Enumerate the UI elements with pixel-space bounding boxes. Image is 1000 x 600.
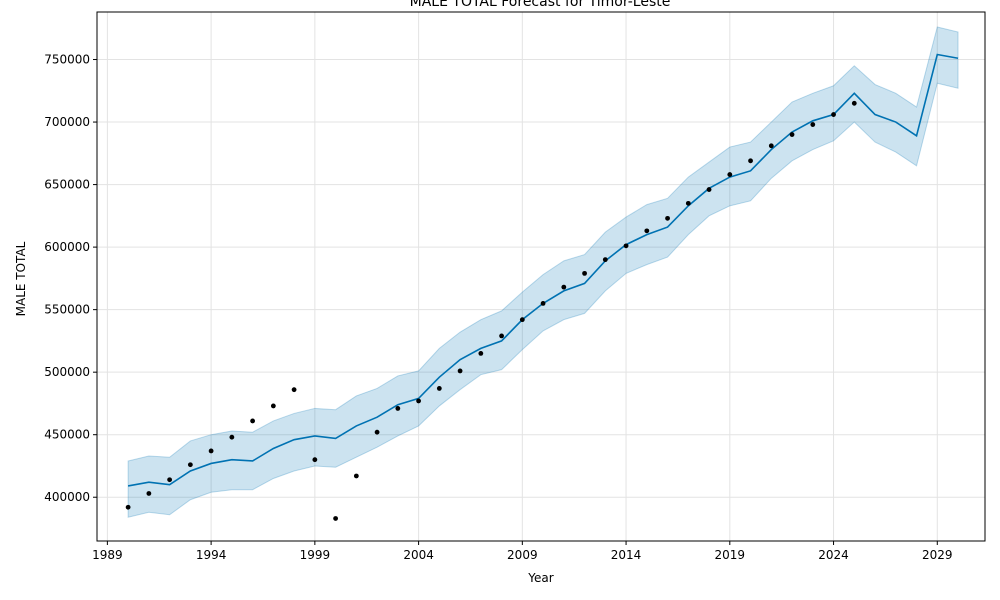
x-tick-label-1994: 1994 — [196, 548, 227, 562]
observed-point-1990 — [125, 504, 131, 510]
y-axis-ticks: 400000 450000 500000 550000 600000 650000 7000… — [44, 53, 97, 504]
x-axis-ticks: 1989 1994 1999 2004 2009 2014 2019 2024 2029 — [92, 541, 953, 562]
y-tick-label-600000: 600000 — [44, 240, 90, 254]
observed-point-2004 — [416, 398, 421, 404]
x-tick-label-2009: 2009 — [507, 548, 538, 562]
observed-point-2014 — [623, 243, 629, 249]
observed-point-2012 — [582, 270, 587, 276]
observed-point-1999 — [312, 457, 318, 463]
x-tick-label-1989: 1989 — [92, 548, 123, 562]
observed-point-2002 — [374, 429, 380, 435]
observed-point-2016 — [665, 215, 670, 221]
y-tick-label-550000: 550000 — [44, 303, 90, 317]
observed-point-1995 — [229, 434, 235, 440]
observed-point-2017 — [685, 200, 691, 206]
observed-point-2006 — [457, 368, 463, 374]
x-tick-label-2014: 2014 — [611, 548, 642, 562]
x-axis-label: Year — [527, 571, 553, 585]
x-tick-label-2029: 2029 — [922, 548, 953, 562]
observed-point-2003 — [395, 406, 401, 411]
y-tick-label-700000: 700000 — [44, 115, 90, 129]
observed-point-2024 — [831, 112, 836, 117]
observed-point-1996 — [250, 418, 256, 424]
plot-frame — [96, 11, 986, 542]
observed-points-layer — [125, 100, 857, 521]
observed-point-2020 — [748, 158, 753, 164]
y-tick-label-400000: 400000 — [44, 490, 90, 504]
observed-point-2013 — [602, 257, 608, 263]
x-tick-label-2024: 2024 — [818, 548, 849, 562]
observed-point-2010 — [540, 300, 546, 306]
x-tick-label-2019: 2019 — [715, 548, 746, 562]
observed-point-2015 — [644, 228, 650, 234]
observed-point-2007 — [478, 351, 484, 356]
observed-point-2000 — [333, 516, 338, 521]
observed-point-1994 — [208, 448, 214, 454]
y-tick-label-500000: 500000 — [44, 365, 90, 379]
y-axis-label: MALE TOTAL — [14, 241, 28, 316]
observed-point-2018 — [706, 187, 712, 192]
x-tick-label-2004: 2004 — [403, 548, 434, 562]
observed-point-1998 — [291, 387, 297, 393]
observed-point-2005 — [436, 386, 442, 391]
observed-point-1997 — [270, 403, 276, 409]
observed-point-2019 — [727, 172, 733, 177]
confidence-interval-band — [127, 26, 959, 518]
observed-point-1992 — [167, 477, 173, 483]
x-tick-label-1999: 1999 — [300, 548, 331, 562]
confidence-interval-layer — [127, 26, 959, 518]
observed-point-2009 — [519, 317, 525, 323]
observed-point-2022 — [789, 132, 795, 137]
chart-title: MALE TOTAL Forecast for Timor-Leste — [410, 0, 671, 10]
observed-point-2023 — [810, 122, 816, 127]
y-tick-label-750000: 750000 — [44, 53, 90, 67]
observed-point-2021 — [768, 143, 774, 149]
y-tick-label-650000: 650000 — [44, 178, 90, 192]
observed-point-2001 — [353, 473, 359, 479]
observed-point-2025 — [851, 100, 857, 106]
observed-point-2011 — [561, 284, 567, 290]
observed-point-1993 — [187, 462, 193, 468]
y-tick-label-450000: 450000 — [44, 428, 90, 442]
grid-lines — [97, 12, 985, 541]
observed-point-1991 — [146, 491, 152, 496]
observed-point-2008 — [499, 333, 504, 339]
